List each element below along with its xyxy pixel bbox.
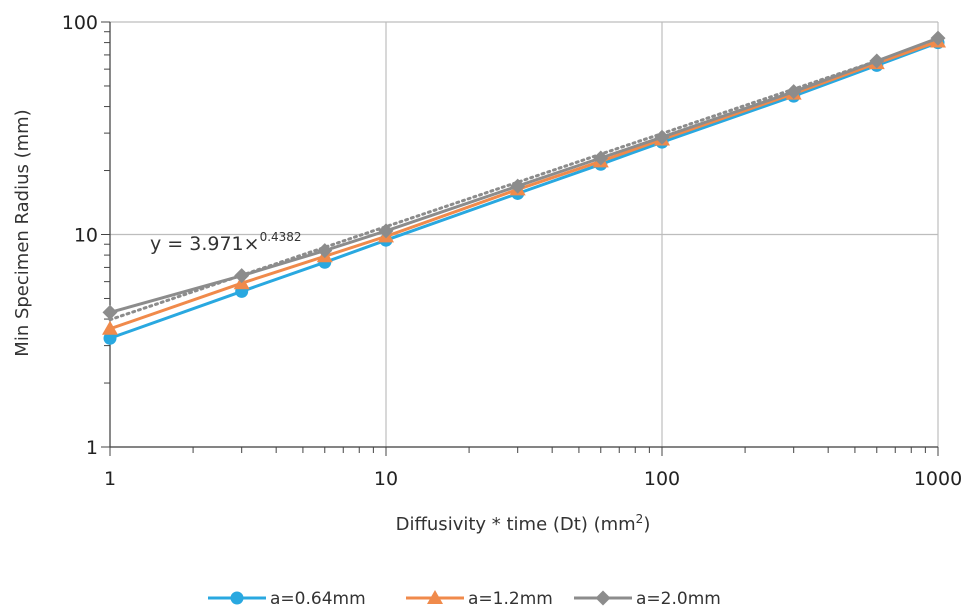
data-point [654, 129, 670, 145]
series-layer [102, 30, 946, 345]
trendline-equation: y = 3.971×0.4382 [150, 230, 302, 255]
legend-label: a=1.2mm [468, 589, 553, 609]
legend-label: a=2.0mm [636, 589, 721, 609]
x-axis-title: Diffusivity * time (Dt) (mm2) [396, 512, 651, 535]
series-line [109, 36, 939, 314]
data-point [378, 223, 394, 239]
series-3 [102, 30, 946, 320]
legend-marker [595, 590, 611, 606]
legend-label: a=0.64mm [270, 589, 366, 609]
data-point [510, 178, 526, 194]
data-point [103, 331, 117, 345]
y-axis-title: Min Specimen Radius (mm) [12, 109, 33, 356]
x-tick-label: 10 [374, 468, 398, 490]
legend-marker [230, 591, 244, 605]
data-point [786, 84, 802, 100]
y-tick-label: 100 [62, 12, 98, 34]
legend-marker [427, 590, 443, 604]
y-tick-label: 10 [74, 225, 98, 247]
data-point [869, 53, 885, 69]
plot-area [101, 21, 939, 456]
data-point [593, 150, 609, 166]
legend: a=0.64mm a=1.2mm a=2.0mm [208, 589, 721, 609]
series-line [109, 41, 939, 340]
x-tick-label: 1000 [914, 468, 962, 490]
data-point [102, 320, 118, 335]
x-tick-label: 1 [104, 468, 116, 490]
x-tick-label: 100 [644, 468, 680, 490]
data-point [234, 268, 250, 284]
x-tick-labels: 1 10 100 1000 [104, 468, 962, 490]
y-tick-labels: 1 10 100 [62, 12, 98, 459]
y-tick-label: 1 [86, 437, 98, 459]
data-point [102, 304, 118, 320]
series-line [109, 39, 939, 331]
data-point [317, 243, 333, 259]
data-point [930, 30, 946, 46]
